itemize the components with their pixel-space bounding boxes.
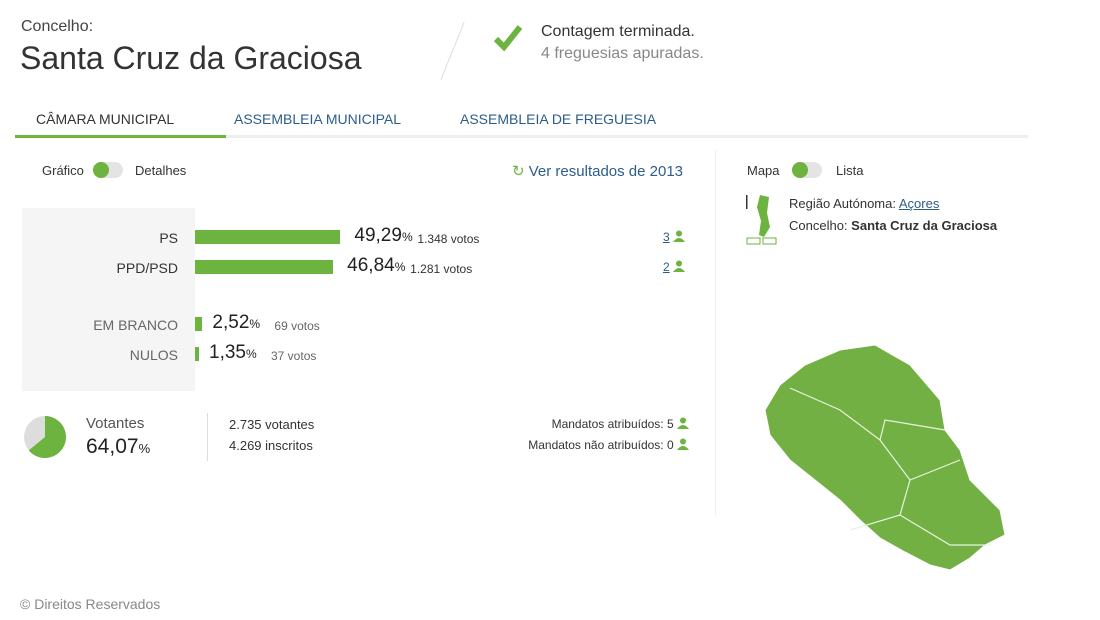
person-icon bbox=[673, 230, 686, 242]
mandates-unassigned: Mandatos não atribuídos: 0 bbox=[528, 438, 689, 452]
mandates-assigned: Mandatos atribuídos: 5 bbox=[552, 417, 689, 431]
votes-label: 69 votos bbox=[274, 319, 320, 333]
result-bar bbox=[195, 317, 203, 331]
votes-label: 1.281 votos bbox=[410, 262, 473, 276]
column-divider bbox=[715, 150, 716, 515]
tab-assembleia-freguesia[interactable]: ASSEMBLEIA DE FREGUESIA bbox=[460, 111, 657, 127]
active-tab-indicator bbox=[15, 135, 226, 138]
status-title: Contagem terminada. bbox=[541, 23, 695, 40]
turnout-label: Votantes bbox=[86, 415, 145, 432]
party-label: EM BRANCO bbox=[93, 317, 178, 333]
tab-underline bbox=[15, 135, 1028, 138]
labels-background bbox=[22, 208, 195, 391]
votes-label: 37 votos bbox=[271, 349, 317, 363]
party-label: PPD/PSD bbox=[116, 260, 178, 276]
percentage-label: 49,29% bbox=[354, 225, 413, 246]
result-bar bbox=[195, 260, 334, 274]
party-label: PS bbox=[159, 230, 178, 246]
person-icon bbox=[677, 438, 689, 450]
percentage-label: 1,35% bbox=[209, 342, 257, 363]
check-icon bbox=[494, 25, 522, 51]
map-toggle-left: Mapa bbox=[747, 163, 780, 178]
seats-link[interactable]: 3 bbox=[663, 230, 686, 244]
view-toggle[interactable] bbox=[93, 162, 123, 178]
turnout-pie bbox=[24, 416, 66, 458]
map-toggle[interactable] bbox=[792, 162, 822, 178]
toggle-left-label: Gráfico bbox=[42, 163, 84, 178]
seats-link[interactable]: 2 bbox=[663, 260, 686, 274]
result-bar bbox=[195, 230, 341, 244]
tab-camara-municipal[interactable]: CÂMARA MUNICIPAL bbox=[36, 111, 175, 127]
region-info: Região Autónoma: Açores bbox=[789, 196, 940, 211]
registered-count: 4.269 inscritos bbox=[229, 438, 313, 453]
pie-slice-voters bbox=[28, 416, 66, 458]
county-info: Concelho: Santa Cruz da Graciosa bbox=[789, 218, 998, 233]
turnout-value: 64,07% bbox=[86, 435, 151, 458]
person-icon bbox=[673, 260, 686, 272]
percentage-label: 46,84% bbox=[347, 255, 406, 276]
divider bbox=[440, 22, 465, 80]
island-map[interactable] bbox=[760, 340, 1015, 575]
header-label: Concelho: bbox=[21, 18, 94, 35]
person-icon bbox=[677, 417, 689, 429]
percentage-label: 2,52% bbox=[212, 312, 261, 333]
portugal-map-icon bbox=[746, 195, 777, 245]
footer-copyright: © Direitos Reservados bbox=[20, 596, 161, 612]
region-link[interactable]: Açores bbox=[898, 196, 940, 211]
party-label: NULOS bbox=[129, 347, 178, 363]
previous-results-link[interactable]: ↻ Ver resultados de 2013 bbox=[512, 162, 683, 180]
previous-results-label: Ver resultados de 2013 bbox=[528, 163, 684, 180]
tab-assembleia-municipal[interactable]: ASSEMBLEIA MUNICIPAL bbox=[234, 111, 402, 127]
toggle-right-label: Detalhes bbox=[135, 163, 187, 178]
divider bbox=[207, 413, 208, 461]
page-title: Santa Cruz da Graciosa bbox=[20, 40, 362, 76]
result-bar bbox=[195, 347, 199, 361]
map-toggle-right: Lista bbox=[836, 163, 864, 178]
votes-label: 1.348 votos bbox=[417, 232, 480, 246]
history-icon: ↻ bbox=[512, 163, 525, 180]
voters-count: 2.735 votantes bbox=[229, 417, 315, 432]
status-sub: 4 freguesias apuradas. bbox=[541, 45, 704, 62]
